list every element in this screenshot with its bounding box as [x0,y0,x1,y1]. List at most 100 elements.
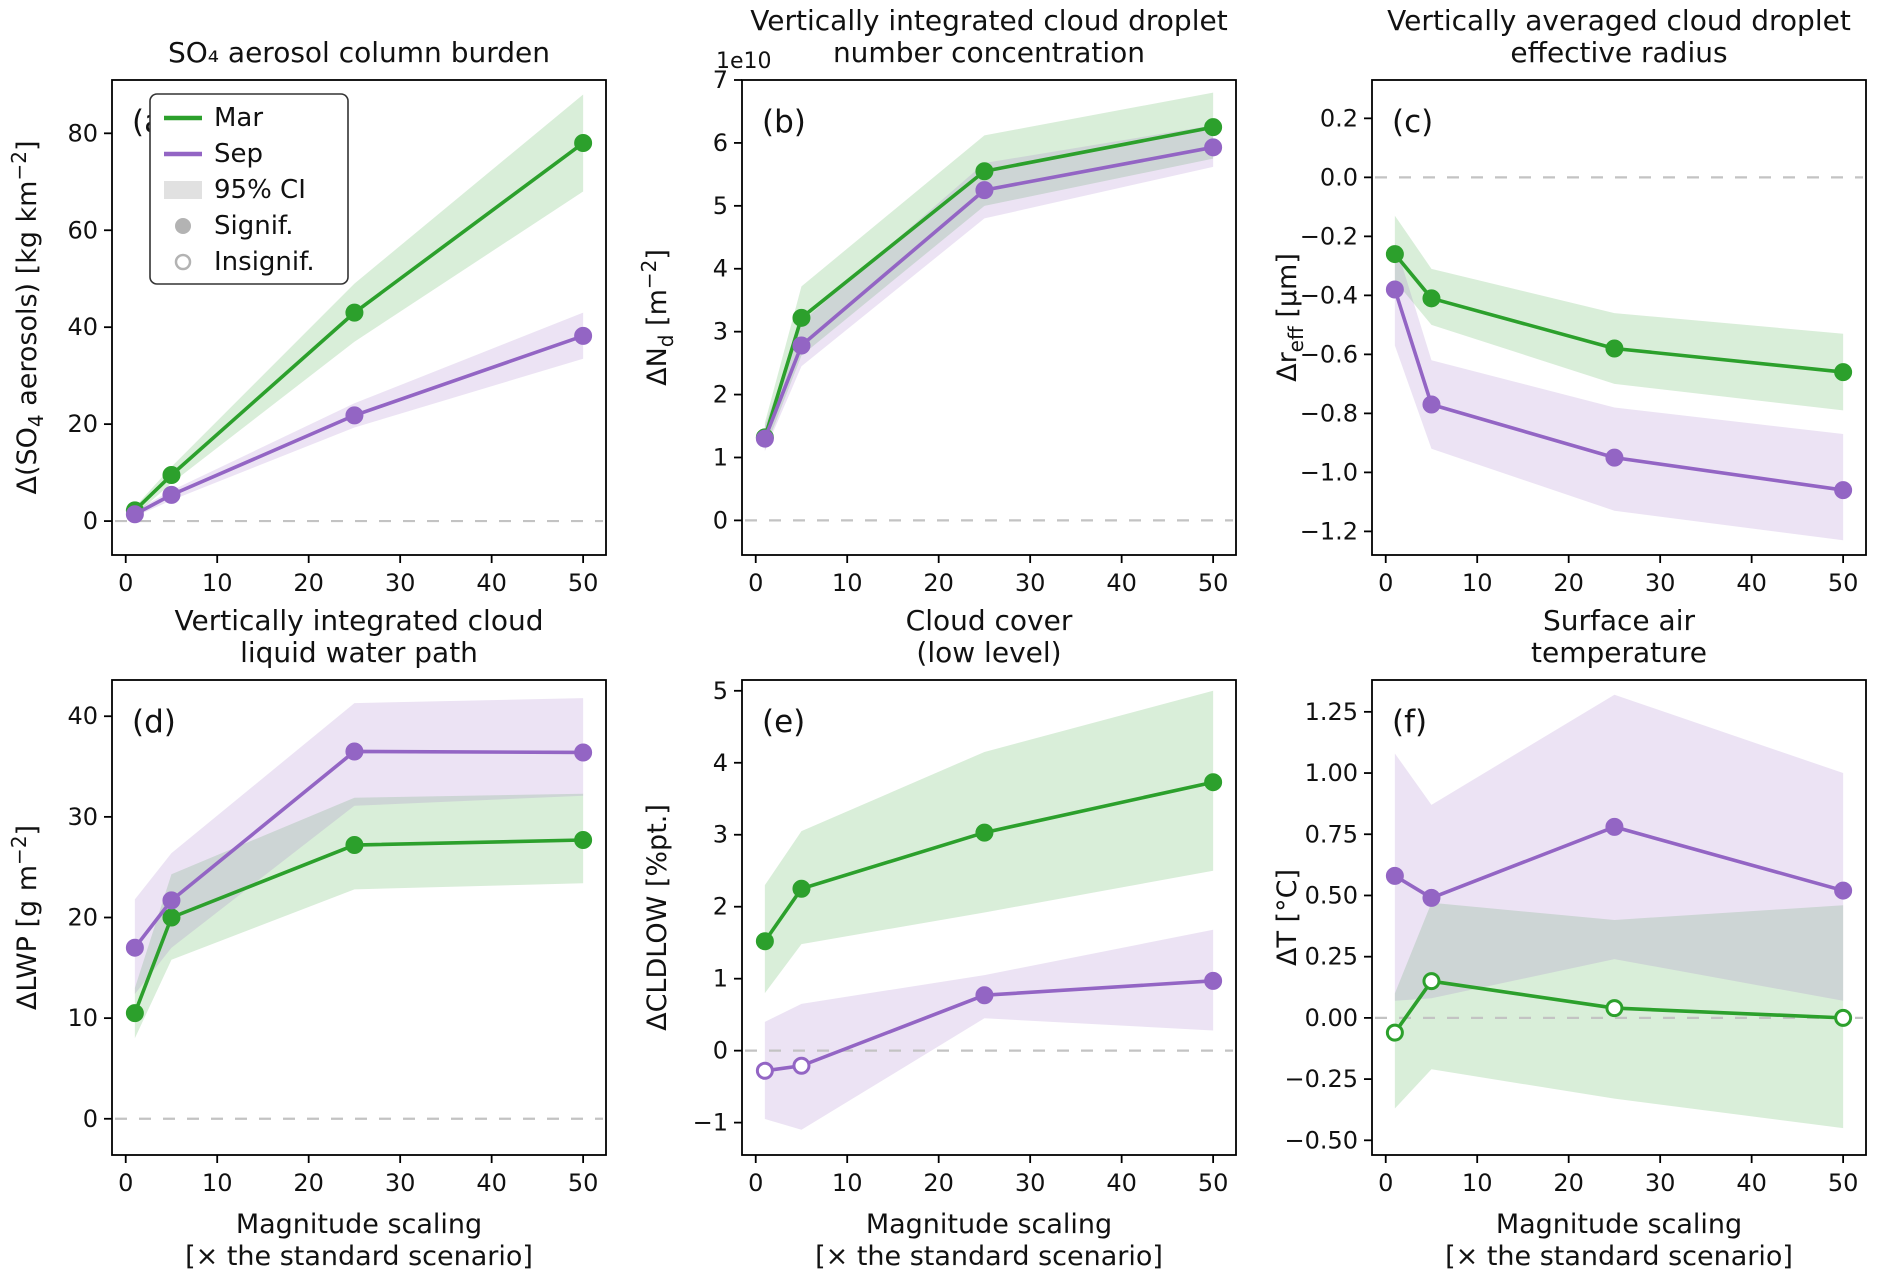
y-tick-label: 0 [83,507,98,535]
y-axis-offset-label: 1e10 [716,49,772,74]
mar-line [763,780,1215,944]
legend-label: Signif. [214,211,293,241]
x-tick-label: 10 [202,1169,233,1197]
chart-svg-c: Vertically averaged cloud dropleteffecti… [1272,4,1867,597]
sep-marker-significant [574,326,593,345]
x-tick-label: 30 [1645,1169,1676,1197]
x-axis-label-line2: [× the standard scenario] [815,1241,1163,1272]
x-tick-label: 50 [568,1169,599,1197]
x-tick-label: 40 [1106,1169,1137,1197]
panel-title-line: (low level) [916,636,1061,669]
axes-frame [111,79,607,556]
x-tick-label: 30 [1645,569,1676,597]
x-tick-label: 30 [1015,569,1046,597]
panel-d: Vertically integrated cloud liquid water … [0,600,630,1275]
mar-marker-insignificant [1605,999,1624,1018]
legend-insignificant-marker [174,253,192,271]
x-tick-label: 40 [1736,569,1767,597]
x-axis-label-line2: [× the standard scenario] [1445,1241,1793,1272]
y-tick-label: 0.50 [1305,881,1358,909]
sep-marker-significant [1422,395,1441,414]
panel-letter: (f) [1392,704,1427,740]
x-tick-label: 50 [1828,569,1859,597]
legend-label: 95% CI [214,175,306,205]
y-tick-label: 6 [713,129,728,157]
sep-ci-band [134,698,584,994]
mar-marker-significant [792,879,811,898]
y-tick-label: 1 [713,443,728,471]
x-tick-label: 10 [202,569,233,597]
sep-marker-significant [975,986,994,1005]
figure-row-bottom: Vertically integrated cloud liquid water … [0,600,1892,1275]
x-tick-label: 20 [923,1169,954,1197]
mar-marker-significant [975,823,994,842]
y-tick-label: −0.6 [1300,340,1358,368]
x-tick-label: 50 [568,569,599,597]
sep-marker-significant [1422,888,1441,907]
y-tick-label: −1.0 [1300,458,1358,486]
x-tick-label: 0 [118,569,133,597]
mar-marker-significant [345,303,364,322]
x-tick-label: 10 [832,1169,863,1197]
mar-ci-band [134,793,584,1039]
sep-marker-significant [162,485,181,504]
mar-line [1393,252,1845,374]
y-tick-label: −0.25 [1284,1065,1358,1093]
x-tick-label: 20 [293,1169,324,1197]
sep-line [1393,287,1845,492]
x-tick-label: 10 [832,569,863,597]
panel-title-line: number concentration [833,36,1145,69]
chart-svg-b: Vertically integrated cloud dropletnumbe… [637,4,1237,597]
mar-marker-significant [574,831,593,850]
panel-title-line: SO₄ aerosol column burden [168,36,550,69]
y-tick-label: 1 [713,965,728,993]
x-tick-label: 50 [1198,1169,1229,1197]
mar-marker-significant [792,308,811,327]
sep-marker-significant [792,336,811,355]
x-axis-label-line1: Magnitude scaling [866,1209,1112,1240]
sep-marker-significant [1834,481,1853,500]
panel-letter: (d) [132,704,176,740]
x-tick-label: 50 [1828,1169,1859,1197]
sep-marker-significant [1385,866,1404,885]
mar-ci-band [764,690,1214,994]
panel-title-line: Cloud cover [906,604,1073,637]
sep-line [133,334,585,517]
x-axis-label-line1: Magnitude scaling [1496,1209,1742,1240]
x-tick-label: 40 [476,569,507,597]
mar-marker-significant [1422,289,1441,308]
y-tick-label: 0 [713,1037,728,1065]
sep-ci-band [1394,694,1844,1001]
y-tick-label: −1 [693,1109,728,1137]
y-tick-label: 20 [67,904,98,932]
panel-title-line: Vertically integrated cloud droplet [750,4,1227,37]
sep-marker-significant [1834,881,1853,900]
x-axis-label-line2: [× the standard scenario] [185,1241,533,1272]
y-tick-label: 4 [713,749,728,777]
y-axis-label: ΔLWP [g m−2] [7,825,43,1010]
panel-a: SO₄ aerosol column burden 0 10 20 30 40 50 0 20 4… [0,0,630,600]
y-axis-label: ΔNd [m−2] [637,249,678,386]
x-tick-label: 20 [1553,1169,1584,1197]
chart-svg-e: Cloud cover(low level) 0 10 20 30 40 50 −1 0 1 2 3 4… [642,604,1237,1272]
panel-title-line: Vertically integrated cloud [175,604,544,637]
sep-line [133,749,585,950]
y-axis-label: Δreff [μm] [1272,253,1308,382]
legend-box [149,93,349,285]
x-tick-label: 20 [293,569,324,597]
x-tick-label: 30 [385,1169,416,1197]
x-tick-label: 0 [1378,1169,1393,1197]
y-tick-label: −0.2 [1300,222,1358,250]
mar-marker-insignificant [1422,972,1441,991]
x-tick-label: 50 [1198,569,1229,597]
mar-marker-significant [1204,118,1223,137]
y-tick-label: 5 [713,677,728,705]
sep-marker-significant [975,181,994,200]
panel-e: Cloud cover (low level) 0 10 20 30 40 50 −1 0 1 2 3 4… [630,600,1260,1275]
y-tick-label: 40 [67,702,98,730]
x-tick-label: 0 [748,569,763,597]
x-tick-label: 30 [1015,1169,1046,1197]
